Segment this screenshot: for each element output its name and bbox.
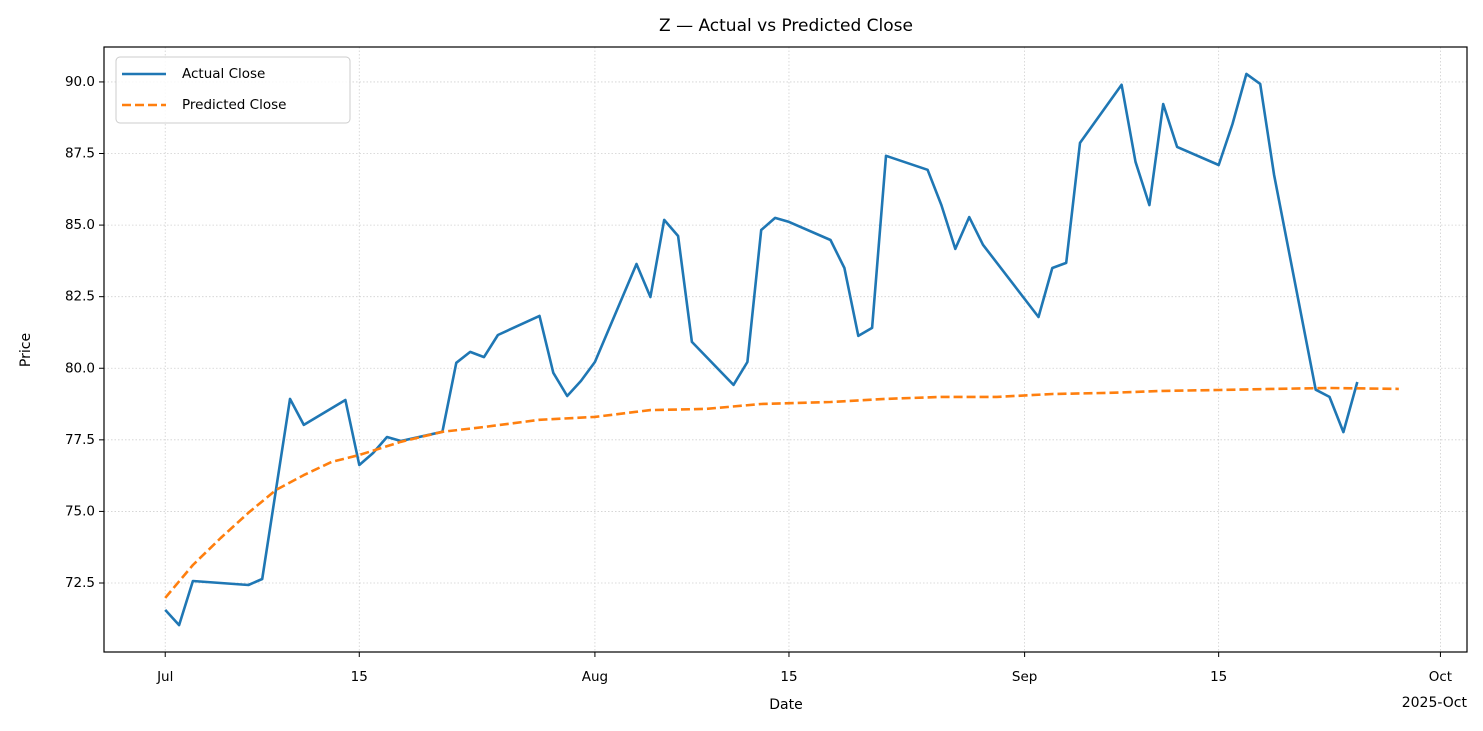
y-tick-label: 87.5: [65, 146, 95, 162]
y-tick-label: 80.0: [65, 360, 95, 376]
x-tick-label: Oct: [1429, 669, 1452, 685]
legend: Actual Close Predicted Close: [115, 56, 351, 124]
y-tick-label: 75.0: [65, 503, 95, 519]
axes-frame: [103, 46, 1468, 653]
x-tick-label: 15: [1210, 669, 1227, 685]
legend-label: Actual Close: [182, 66, 265, 82]
x-tick-label: 15: [351, 669, 368, 685]
series-line: [164, 386, 1399, 599]
y-tick-label: 72.5: [65, 575, 95, 591]
y-tick-label: 77.5: [65, 432, 95, 448]
y-tick-label: 82.5: [65, 289, 95, 305]
x-tick-label: 15: [780, 669, 797, 685]
x-tick-label: Jul: [156, 669, 173, 685]
x-tick-label: Aug: [582, 669, 608, 685]
y-tick-label: 85.0: [65, 217, 95, 233]
x-axis-label: Date: [769, 697, 802, 713]
series-line: [164, 72, 1359, 627]
x-tick-label: Sep: [1012, 669, 1037, 685]
x-offset-label: 2025-Oct: [1402, 695, 1468, 711]
y-axis-label: Price: [18, 333, 34, 367]
legend-box: [115, 56, 351, 124]
legend-label: Predicted Close: [182, 97, 286, 113]
y-tick-label: 90.0: [65, 74, 95, 90]
chart-title: Z — Actual vs Predicted Close: [659, 16, 913, 36]
